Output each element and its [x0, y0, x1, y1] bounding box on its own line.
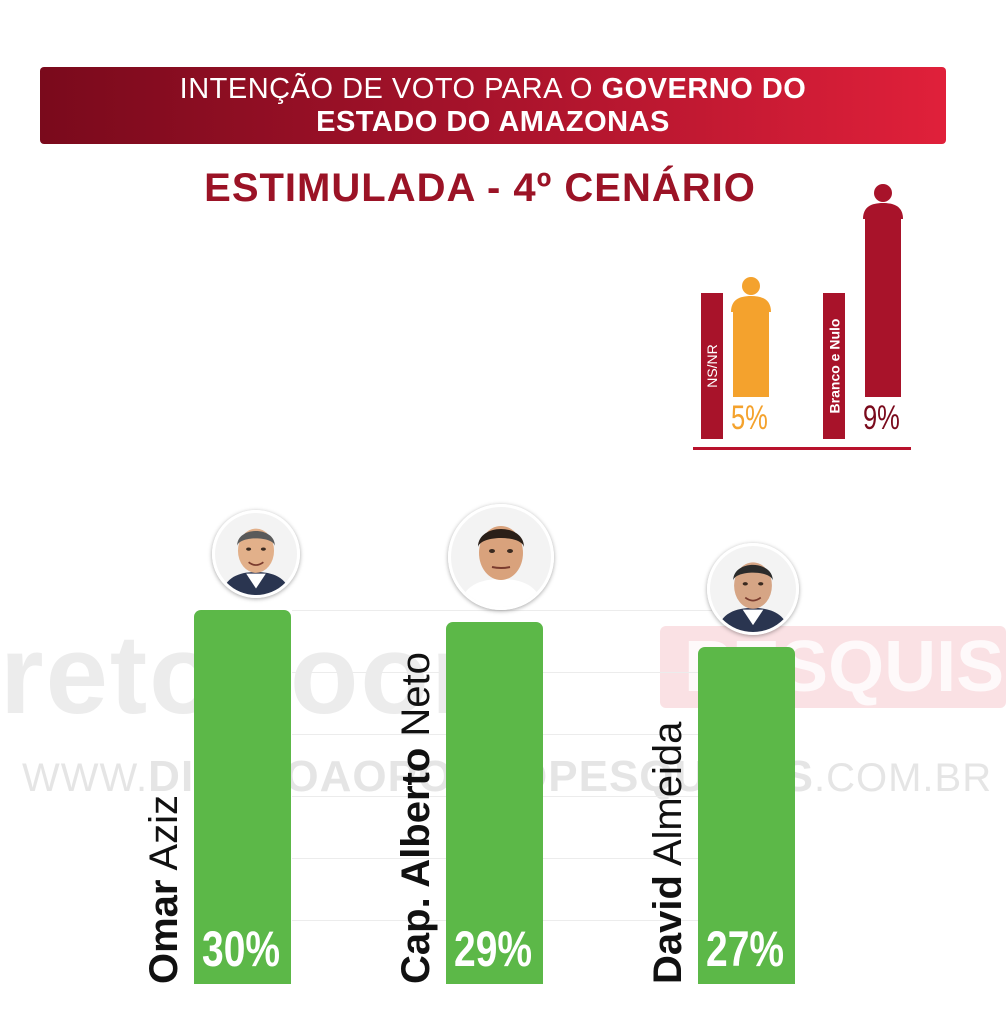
- bar-value-text: 27%: [706, 921, 785, 977]
- title-regular: INTENÇÃO DE VOTO PARA O: [179, 72, 593, 105]
- bar-value-text: 30%: [202, 921, 281, 977]
- mini-category-text: NS/NR: [704, 344, 720, 388]
- mini-bar-ns-nr: [733, 312, 769, 397]
- bar-david-almeida: [698, 647, 795, 984]
- title-line-1: INTENÇÃO DE VOTO PARA O GOVERNO DO: [40, 73, 946, 106]
- avatar-alberto-neto: [447, 504, 554, 611]
- avatar-omar-aziz: [211, 510, 300, 598]
- mini-value-label: 5%: [731, 399, 768, 437]
- candidate-name-label: Omar Aziz: [142, 795, 186, 984]
- mini-category-label: Branco e Nulo: [823, 293, 845, 439]
- bar-value-label: 29%: [454, 920, 532, 978]
- mini-value-label: 9%: [863, 399, 900, 437]
- title-bold-2: ESTADO DO AMAZONAS: [316, 105, 670, 138]
- bar-value-label: 30%: [202, 920, 280, 978]
- watermark-url-suffix: .COM.BR: [814, 756, 993, 800]
- mini-category-label: NS/NR: [701, 293, 723, 439]
- bar-value-text: 29%: [454, 921, 533, 977]
- candidate-last-name: Almeida: [646, 721, 690, 876]
- candidate-first-name: Cap. Alberto: [394, 747, 438, 984]
- gridline: [292, 610, 712, 611]
- title-bold-1: GOVERNO DO: [601, 72, 807, 105]
- candidate-last-name: Neto: [394, 652, 438, 748]
- chart-subtitle: ESTIMULADA - 4º CENÁRIO: [204, 166, 756, 210]
- candidate-name-label: Cap. Alberto Neto: [394, 652, 438, 984]
- person-icon: [729, 276, 773, 317]
- mini-category-text: Branco e Nulo: [826, 318, 842, 414]
- mini-chart-baseline: [693, 447, 911, 450]
- candidate-first-name: Omar: [142, 879, 186, 985]
- candidate-name-label: David Almeida: [646, 722, 690, 984]
- bar-alberto-neto: [446, 622, 543, 984]
- bar-value-label: 27%: [706, 920, 784, 978]
- mini-bar-branco-nulo: [865, 219, 901, 397]
- title-banner: INTENÇÃO DE VOTO PARA O GOVERNO DO ESTAD…: [40, 67, 946, 144]
- candidate-first-name: David: [646, 875, 690, 984]
- title-line-2: ESTADO DO AMAZONAS: [40, 106, 946, 139]
- candidate-last-name: Aziz: [142, 795, 186, 880]
- person-icon: [861, 183, 905, 224]
- bar-omar-aziz: [194, 610, 291, 984]
- avatar-david-almeida: [706, 543, 799, 636]
- watermark-url-prefix: WWW.: [22, 756, 149, 800]
